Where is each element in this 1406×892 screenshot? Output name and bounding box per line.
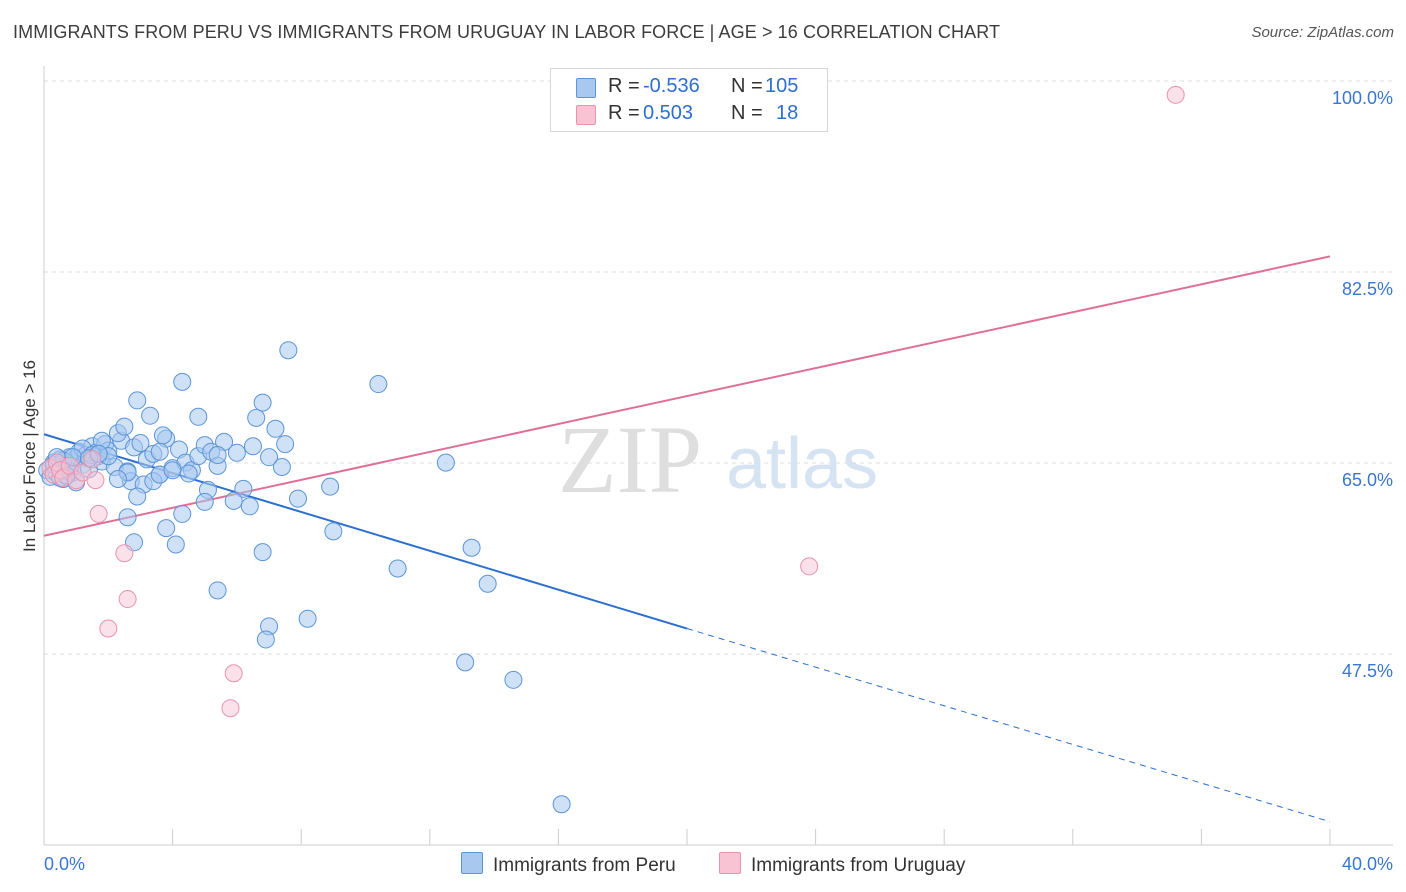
n-value: 18 [776,102,799,124]
n-label: N = [731,102,763,124]
peru-point [260,448,279,467]
peru-point [224,491,243,510]
peru-point [173,372,192,391]
trend-lines [43,255,1331,823]
stats-row-uruguay: R = 0.503 N = 18 [551,102,827,126]
peru-point [173,504,192,523]
peru-point [279,341,298,360]
peru-point [504,670,523,689]
legend-item-uruguay[interactable]: Immigrants from Uruguay [719,852,965,877]
peru-point [253,543,272,562]
chart-title: IMMIGRANTS FROM PERU VS IMMIGRANTS FROM … [13,22,1001,42]
peru-swatch [576,78,596,98]
peru-point [153,426,172,445]
uruguay-point [800,557,819,576]
uruguay-point [224,664,243,683]
peru-point [321,477,340,496]
source-label: Source: ZipAtlas.com [1251,24,1394,41]
peru-point [240,497,259,516]
peru-point [436,453,455,472]
peru-point [208,581,227,600]
watermark: ZIP atlas [558,406,878,513]
r-value: 0.503 [643,102,694,124]
peru-point [150,442,169,461]
peru-point [234,479,253,498]
uruguay-trend-line [43,255,1331,537]
r-label: R = [608,75,640,97]
peru-point [276,435,295,454]
watermark-atlas: atlas [726,424,878,504]
peru-point [243,437,262,456]
tick-labels: 47.5% 65.0% 82.5% 100.0% 0.0% 40.0% [44,88,1393,874]
peru-point [256,630,275,649]
uruguay-point [1166,85,1185,104]
watermark-zip: ZIP [558,406,702,513]
peru-point [208,445,227,464]
x-tick-label: 0.0% [44,854,85,874]
peru-point [189,407,208,426]
stats-box: R = -0.536 N = 105 R = 0.503 N = 18 [550,68,828,132]
stats-row-peru: R = -0.536 N = 105 [551,75,827,99]
r-value: -0.536 [643,75,700,97]
peru-point [272,457,291,476]
axes [43,66,1393,846]
peru-point [141,406,160,425]
legend-label-peru: Immigrants from Peru [493,855,676,876]
peru-point [456,653,475,672]
uruguay-legend-swatch [719,852,741,874]
x-tick-label: 40.0% [1342,854,1393,874]
data-points [38,85,1185,814]
x-axis-ticks [43,829,1331,845]
uruguay-swatch [576,105,596,125]
uruguay-point [118,590,137,609]
y-tick-label: 100.0% [1332,88,1393,108]
peru-point [253,393,272,412]
uruguay-point [99,619,118,638]
peru-point [247,408,266,427]
peru-point [462,538,481,557]
peru-trend-extension [686,628,1331,823]
n-label: N = [731,75,763,97]
peru-point [227,443,246,462]
uruguay-point [83,450,102,469]
peru-point [179,464,198,483]
peru-point [195,492,214,511]
legend-label-uruguay: Immigrants from Uruguay [751,855,966,876]
peru-point [288,489,307,508]
legend-item-peru[interactable]: Immigrants from Peru [461,852,676,877]
peru-point [163,461,182,480]
peru-point [128,391,147,410]
peru-point [298,609,317,628]
peru-point [266,419,285,438]
y-tick-label: 82.5% [1342,279,1393,299]
peru-point [478,574,497,593]
peru-point [118,508,137,527]
peru-point [157,519,176,538]
peru-point [324,522,343,541]
uruguay-point [89,504,108,523]
peru-point [166,535,185,554]
y-tick-label: 47.5% [1342,661,1393,681]
uruguay-point [86,471,105,490]
peru-point [369,375,388,394]
uruguay-point [221,699,240,718]
peru-point [552,795,571,814]
peru-point [131,433,150,452]
peru-point [388,559,407,578]
r-label: R = [608,102,640,124]
uruguay-point [115,544,134,563]
peru-point [108,470,127,488]
y-axis-label: In Labor Force | Age > 16 [20,359,39,553]
grid [44,80,1393,655]
peru-point [128,487,147,506]
peru-legend-swatch [461,852,483,874]
peru-point [115,417,134,436]
n-value: 105 [765,75,799,97]
y-tick-label: 65.0% [1342,470,1393,490]
